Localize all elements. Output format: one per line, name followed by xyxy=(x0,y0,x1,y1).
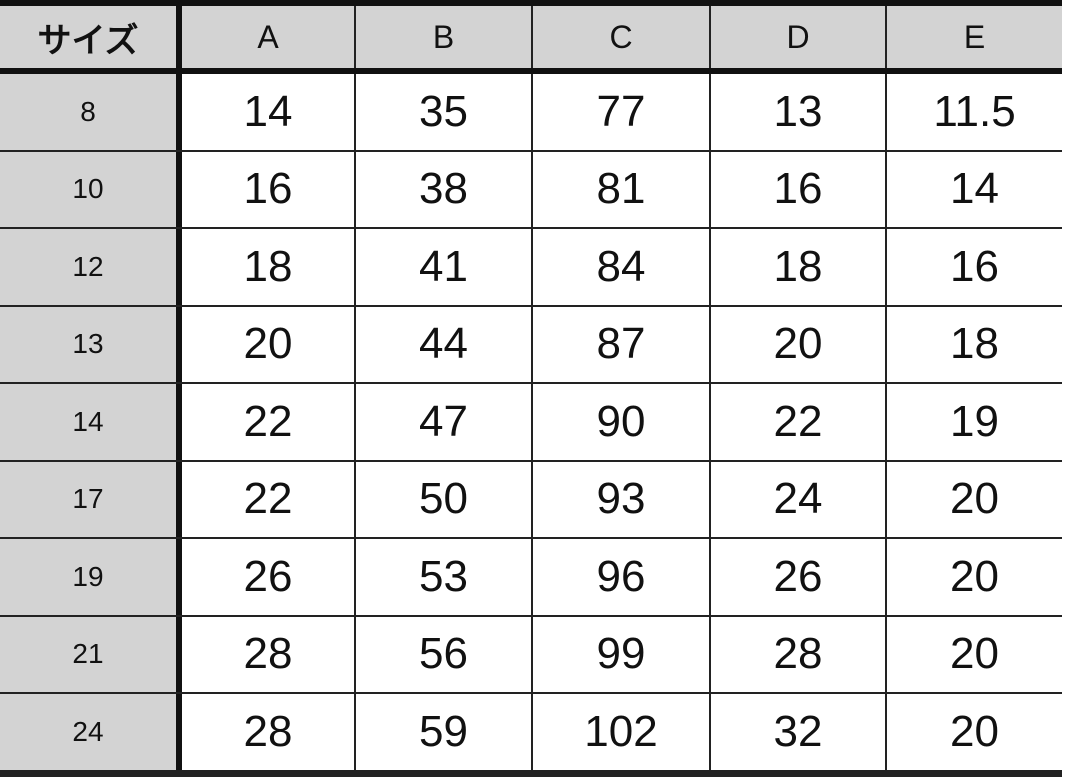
header-col-c: C xyxy=(531,6,709,68)
row-size-label: 19 xyxy=(0,539,176,615)
table-cell: 26 xyxy=(709,539,885,615)
table-cell: 20 xyxy=(885,694,1062,770)
table-row: 24 28 59 102 32 20 xyxy=(0,694,1062,770)
table-row: 21 28 56 99 28 20 xyxy=(0,616,1062,694)
table-cell: 16 xyxy=(176,151,354,227)
row-size-label: 10 xyxy=(0,151,176,227)
table-cell: 24 xyxy=(709,461,885,537)
table-cell: 20 xyxy=(885,539,1062,615)
table-row: 10 16 38 81 16 14 xyxy=(0,151,1062,229)
table-cell: 11.5 xyxy=(885,74,1062,150)
row-size-label: 8 xyxy=(0,74,176,150)
table-row: 13 20 44 87 20 18 xyxy=(0,306,1062,384)
table-cell: 99 xyxy=(531,616,709,692)
table-row: 14 22 47 90 22 19 xyxy=(0,384,1062,462)
table-cell: 102 xyxy=(531,694,709,770)
table-cell: 13 xyxy=(709,74,885,150)
table-row: 19 26 53 96 26 20 xyxy=(0,539,1062,617)
table-cell: 18 xyxy=(885,306,1062,382)
table-cell: 20 xyxy=(885,616,1062,692)
table-cell: 22 xyxy=(176,384,354,460)
table-cell: 18 xyxy=(176,229,354,305)
table-cell: 81 xyxy=(531,151,709,227)
table-cell: 18 xyxy=(709,229,885,305)
header-col-e: E xyxy=(885,6,1062,68)
table-cell: 22 xyxy=(176,461,354,537)
row-size-label: 17 xyxy=(0,461,176,537)
header-col-a: A xyxy=(176,6,354,68)
row-size-label: 24 xyxy=(0,694,176,770)
table-cell: 41 xyxy=(354,229,531,305)
header-col-d: D xyxy=(709,6,885,68)
table-cell: 20 xyxy=(709,306,885,382)
table-cell: 59 xyxy=(354,694,531,770)
table-cell: 56 xyxy=(354,616,531,692)
table-cell: 87 xyxy=(531,306,709,382)
table-cell: 16 xyxy=(885,229,1062,305)
row-size-label: 12 xyxy=(0,229,176,305)
table-cell: 20 xyxy=(885,461,1062,537)
table-cell: 19 xyxy=(885,384,1062,460)
table-cell: 35 xyxy=(354,74,531,150)
table-cell: 47 xyxy=(354,384,531,460)
table-cell: 22 xyxy=(709,384,885,460)
table-cell: 84 xyxy=(531,229,709,305)
row-size-label: 14 xyxy=(0,384,176,460)
row-size-label: 21 xyxy=(0,616,176,692)
table-cell: 14 xyxy=(885,151,1062,227)
header-row: サイズ A B C D E xyxy=(0,6,1062,74)
table-cell: 96 xyxy=(531,539,709,615)
table-cell: 28 xyxy=(176,694,354,770)
table-cell: 26 xyxy=(176,539,354,615)
table-cell: 93 xyxy=(531,461,709,537)
header-size: サイズ xyxy=(0,6,176,68)
table-cell: 32 xyxy=(709,694,885,770)
table-cell: 38 xyxy=(354,151,531,227)
header-col-b: B xyxy=(354,6,531,68)
row-size-label: 13 xyxy=(0,306,176,382)
table-row: 8 14 35 77 13 11.5 xyxy=(0,74,1062,152)
table-row: 12 18 41 84 18 16 xyxy=(0,229,1062,307)
table-cell: 44 xyxy=(354,306,531,382)
table-cell: 50 xyxy=(354,461,531,537)
table-cell: 16 xyxy=(709,151,885,227)
table-cell: 90 xyxy=(531,384,709,460)
table-cell: 20 xyxy=(176,306,354,382)
table-row: 17 22 50 93 24 20 xyxy=(0,461,1062,539)
table-cell: 28 xyxy=(709,616,885,692)
table-cell: 53 xyxy=(354,539,531,615)
table-cell: 28 xyxy=(176,616,354,692)
table-cell: 14 xyxy=(176,74,354,150)
table-cell: 77 xyxy=(531,74,709,150)
